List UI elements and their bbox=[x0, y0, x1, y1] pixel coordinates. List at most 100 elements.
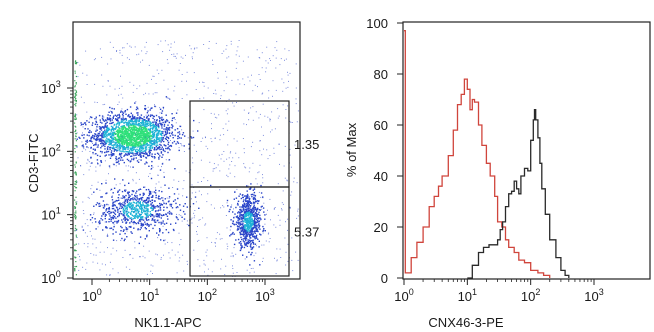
event-dot bbox=[242, 238, 245, 240]
event-dot bbox=[239, 214, 241, 217]
event-dot bbox=[126, 140, 128, 142]
event-dot bbox=[208, 47, 210, 49]
event-dot bbox=[144, 186, 146, 188]
event-dot bbox=[138, 189, 140, 191]
event-dot bbox=[128, 154, 130, 156]
event-dot bbox=[228, 210, 230, 213]
event-dot bbox=[236, 225, 239, 227]
event-dot bbox=[206, 237, 208, 239]
event-dot bbox=[116, 140, 119, 142]
event-dot bbox=[215, 242, 216, 244]
event-dot bbox=[155, 130, 157, 132]
event-dot bbox=[95, 121, 98, 124]
event-dot bbox=[226, 45, 228, 47]
event-dot bbox=[251, 248, 254, 250]
event-dot bbox=[124, 154, 126, 156]
event-dot bbox=[106, 192, 108, 194]
event-dot bbox=[221, 238, 223, 240]
event-dot bbox=[139, 208, 141, 210]
event-dot bbox=[133, 132, 136, 134]
event-dot bbox=[131, 214, 133, 216]
event-dot bbox=[75, 102, 77, 105]
event-dot bbox=[227, 144, 229, 146]
event-dot bbox=[163, 201, 165, 203]
event-dot bbox=[136, 127, 138, 130]
event-dot bbox=[241, 245, 243, 247]
event-dot bbox=[107, 129, 109, 132]
event-dot bbox=[106, 130, 108, 133]
event-dot bbox=[83, 137, 85, 139]
event-dot bbox=[182, 210, 185, 213]
event-dot bbox=[104, 134, 106, 136]
event-dot bbox=[151, 143, 154, 145]
event-dot bbox=[102, 104, 104, 106]
event-dot bbox=[138, 178, 140, 180]
event-dot bbox=[127, 170, 129, 172]
event-dot bbox=[180, 56, 182, 58]
event-dot bbox=[120, 126, 122, 128]
event-dot bbox=[126, 122, 128, 125]
event-dot bbox=[132, 121, 134, 123]
event-dot bbox=[239, 215, 241, 217]
event-dot bbox=[109, 115, 111, 117]
event-dot bbox=[143, 126, 145, 128]
event-dot bbox=[145, 157, 148, 159]
event-dot bbox=[74, 206, 76, 208]
event-dot bbox=[146, 123, 149, 126]
event-dot bbox=[297, 210, 299, 212]
event-dot bbox=[122, 127, 124, 129]
event-dot bbox=[112, 217, 115, 220]
event-dot bbox=[75, 236, 77, 238]
event-dot bbox=[157, 124, 160, 126]
event-dot bbox=[75, 234, 77, 236]
event-dot bbox=[125, 119, 128, 121]
event-dot bbox=[150, 122, 153, 124]
event-dot bbox=[279, 219, 281, 221]
event-dot bbox=[138, 53, 140, 55]
event-dot bbox=[159, 169, 162, 171]
event-dot bbox=[179, 133, 181, 135]
event-dot bbox=[253, 188, 256, 190]
event-dot bbox=[105, 210, 107, 212]
event-dot bbox=[259, 57, 261, 59]
event-dot bbox=[150, 135, 153, 137]
tick-label: 102 bbox=[41, 142, 60, 159]
event-dot bbox=[202, 217, 204, 219]
event-dot bbox=[242, 216, 244, 218]
event-dot bbox=[104, 124, 106, 126]
event-dot bbox=[155, 127, 158, 129]
tick-label: 101 bbox=[140, 287, 159, 304]
event-dot bbox=[164, 137, 167, 140]
event-dot bbox=[92, 143, 93, 144]
event-dot bbox=[146, 162, 148, 164]
event-dot bbox=[156, 120, 158, 122]
event-dot bbox=[129, 202, 131, 204]
event-dot bbox=[79, 259, 81, 261]
event-dot bbox=[137, 217, 139, 219]
event-dot bbox=[146, 152, 148, 154]
event-dot bbox=[251, 222, 253, 224]
event-dot bbox=[181, 98, 183, 99]
event-dot bbox=[247, 226, 250, 229]
event-dot bbox=[137, 154, 140, 156]
event-dot bbox=[168, 196, 171, 198]
event-dot bbox=[150, 167, 153, 170]
event-dot bbox=[137, 145, 140, 147]
event-dot bbox=[215, 245, 216, 247]
event-dot bbox=[110, 253, 112, 255]
event-dot bbox=[133, 208, 135, 210]
event-dot bbox=[223, 134, 225, 136]
event-dot bbox=[189, 45, 191, 47]
event-dot bbox=[168, 129, 171, 131]
event-dot bbox=[128, 121, 130, 123]
event-dot bbox=[146, 153, 148, 155]
event-dot bbox=[210, 184, 212, 187]
event-dot bbox=[103, 116, 105, 118]
tick-label: 20 bbox=[374, 220, 388, 235]
event-dot bbox=[123, 151, 125, 153]
event-dot bbox=[117, 209, 119, 211]
event-dot bbox=[168, 132, 171, 134]
event-dot bbox=[171, 131, 173, 133]
event-dot bbox=[197, 259, 199, 261]
event-dot bbox=[116, 149, 118, 151]
